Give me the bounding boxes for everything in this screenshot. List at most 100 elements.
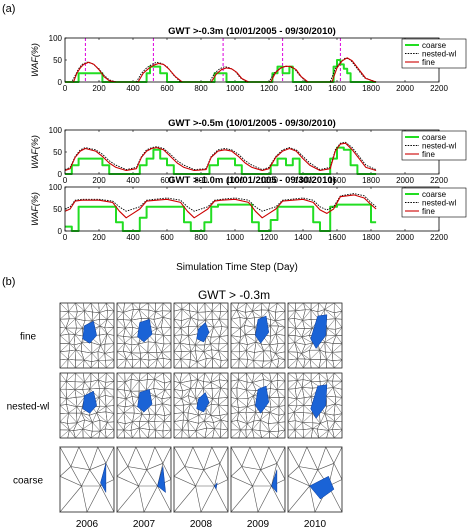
legend-box <box>401 38 467 69</box>
x-tick-label: 800 <box>194 176 208 185</box>
legend-label-nested-wl: nested-wl <box>422 50 456 59</box>
x-tick-label: 600 <box>160 233 174 242</box>
year-label: 2009 <box>247 519 270 530</box>
x-tick-label: 800 <box>194 233 208 242</box>
y-tick-label: 50 <box>53 56 62 65</box>
inundated-area <box>100 463 107 494</box>
y-axis-label: WAF(%) <box>30 192 40 226</box>
legend-label-coarse: coarse <box>422 41 447 50</box>
x-tick-label: 1800 <box>362 233 380 242</box>
x-tick-label: 1600 <box>328 84 346 93</box>
x-tick-label: 1000 <box>226 233 244 242</box>
year-label: 2008 <box>190 519 213 530</box>
inundated-area <box>255 315 270 344</box>
inundated-area <box>137 318 153 343</box>
legend-label-fine: fine <box>422 58 435 67</box>
legend-label-nested-wl: nested-wl <box>422 199 456 208</box>
row-label-fine: fine <box>20 332 37 343</box>
x-tick-label: 2000 <box>396 84 414 93</box>
mesh-frame <box>230 302 286 369</box>
x-tick-label: 1600 <box>328 176 346 185</box>
year-label: 2007 <box>133 519 156 530</box>
x-tick-label: 2000 <box>396 233 414 242</box>
inundated-area <box>214 481 218 491</box>
mesh-cell-coarse-2006 <box>59 445 115 513</box>
x-tick-label: 2200 <box>430 84 448 93</box>
x-tick-label: 2200 <box>430 176 448 185</box>
legend-label-fine: fine <box>422 207 435 216</box>
mesh-cell-nested-wl-2007 <box>116 372 172 439</box>
x-tick-label: 1000 <box>226 84 244 93</box>
mesh-cell-nested-wl-2010 <box>287 372 343 439</box>
inundated-area <box>82 390 97 414</box>
inundated-area <box>137 388 153 413</box>
row-label-coarse: coarse <box>13 476 43 487</box>
y-tick-label: 50 <box>53 148 62 157</box>
x-tick-label: 1600 <box>328 233 346 242</box>
legend-label-coarse: coarse <box>422 190 447 199</box>
inundated-area <box>310 314 328 349</box>
x-tick-label: 600 <box>160 176 174 185</box>
y-tick-label: 0 <box>58 170 63 179</box>
chart-title: GWT >-0.3m (10/01/2005 - 09/30/2010) <box>168 26 336 37</box>
x-tick-label: 1400 <box>294 176 312 185</box>
mesh-cell-coarse-2010 <box>287 445 343 513</box>
x-tick-label: 1200 <box>260 233 278 242</box>
inundated-area <box>255 385 270 414</box>
x-tick-label: 0 <box>63 233 68 242</box>
y-tick-label: 50 <box>53 205 62 214</box>
x-tick-label: 1400 <box>294 233 312 242</box>
inundated-area <box>157 466 166 494</box>
y-tick-label: 0 <box>58 78 63 87</box>
panel-a-charts: GWT >-0.3m (10/01/2005 - 09/30/2010) WAF(… <box>30 26 467 242</box>
y-tick-label: 0 <box>58 227 63 236</box>
mesh-cell-fine-2006 <box>59 302 115 369</box>
mesh-frame <box>230 372 286 439</box>
year-label: 2010 <box>304 519 327 530</box>
chart-title: GWT >-1.0m (10/01/2005 - 09/30/2010) <box>168 175 336 186</box>
mesh-cell-coarse-2009 <box>230 445 286 513</box>
mesh-cell-fine-2007 <box>116 302 172 369</box>
x-tick-label: 200 <box>92 84 106 93</box>
mesh-cell-coarse-2007 <box>116 445 172 513</box>
x-tick-label: 400 <box>126 84 140 93</box>
row-label-nested-wl: nested-wl <box>7 402 50 413</box>
mesh-frame <box>173 372 229 439</box>
mesh-cell-fine-2010 <box>287 302 343 369</box>
panel-b-meshes: fine nested-wl coarse 2006 2007 2008 2009 2010 <box>7 302 343 530</box>
legend-box <box>401 130 467 161</box>
mesh-cell-fine-2009 <box>230 302 286 369</box>
inundated-area <box>82 320 97 344</box>
panel-b-label: (b) <box>2 276 15 288</box>
x-tick-label: 200 <box>92 233 106 242</box>
mesh-frame <box>230 446 286 513</box>
mesh-frame <box>173 302 229 369</box>
mesh-lines <box>287 445 343 513</box>
mesh-frame <box>59 302 115 369</box>
mesh-frame <box>59 372 115 439</box>
series-coarse <box>65 146 377 175</box>
legend-label-fine: fine <box>422 150 435 159</box>
mesh-cell-nested-wl-2006 <box>59 372 115 439</box>
mesh-frame <box>116 446 172 513</box>
mesh-frame <box>59 446 115 513</box>
legend-label-coarse: coarse <box>422 133 447 142</box>
series-nested-wl <box>64 141 377 171</box>
x-tick-label: 200 <box>92 176 106 185</box>
x-tick-label: 0 <box>63 176 68 185</box>
mesh-cell-fine-2008 <box>173 302 229 369</box>
x-tick-label: 400 <box>126 176 140 185</box>
x-tick-label: 600 <box>160 84 174 93</box>
inundated-area <box>271 469 278 494</box>
mesh-frame <box>287 302 343 369</box>
x-axis-label: Simulation Time Step (Day) <box>176 262 298 273</box>
panel-a-label: (a) <box>2 3 15 15</box>
x-tick-label: 1200 <box>260 176 278 185</box>
series-coarse <box>65 59 377 83</box>
mesh-lines <box>173 445 229 513</box>
inundated-area <box>196 392 210 413</box>
chart-2: GWT >-0.5m (10/01/2005 - 09/30/2010) WAF(… <box>30 118 467 185</box>
x-tick-label: 1400 <box>294 84 312 93</box>
